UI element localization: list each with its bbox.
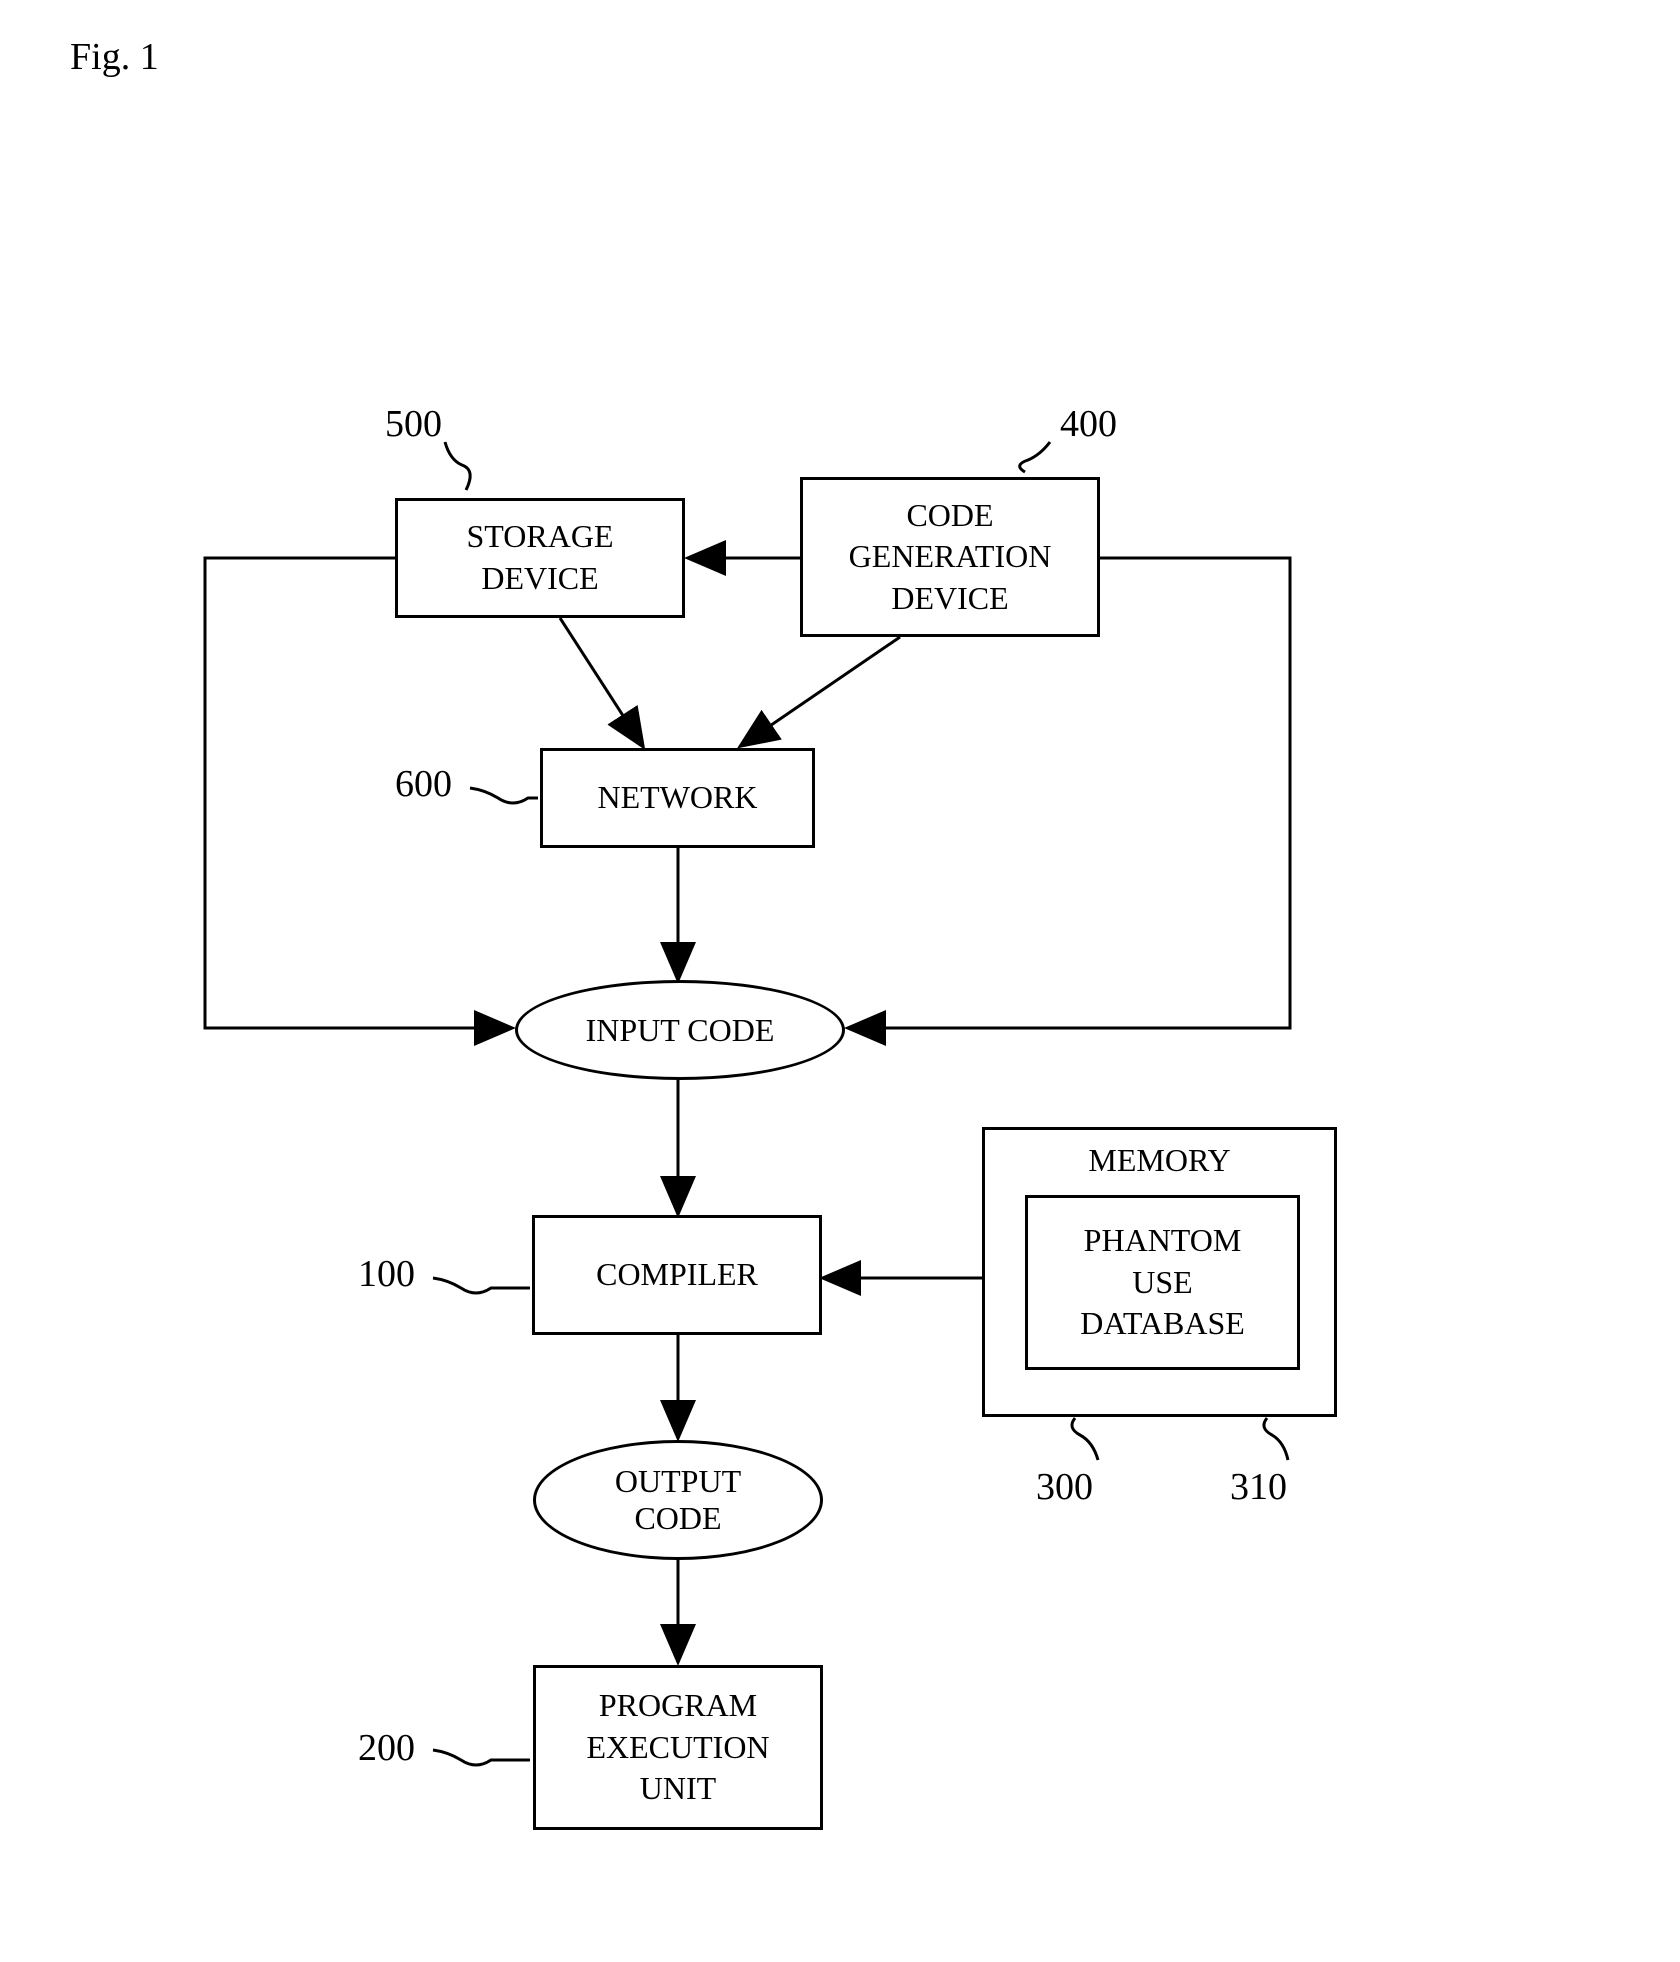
code-generation-device-box: CODE GENERATION DEVICE [800,477,1100,637]
output-code-ellipse: OUTPUT CODE [533,1440,823,1560]
output-code-label: OUTPUT CODE [615,1463,741,1537]
storage-device-label: STORAGE DEVICE [467,516,614,599]
diagram-container: STORAGE DEVICE 500 CODE GENERATION DEVIC… [180,430,1530,1910]
code-generation-device-ref: 400 [1060,402,1117,446]
storage-device-box: STORAGE DEVICE [395,498,685,618]
compiler-box: COMPILER [532,1215,822,1335]
network-box: NETWORK [540,748,815,848]
code-generation-device-label: CODE GENERATION DEVICE [849,495,1052,620]
program-execution-unit-box: PROGRAM EXECUTION UNIT [533,1665,823,1830]
memory-label: MEMORY [1088,1140,1230,1182]
input-code-label: INPUT CODE [586,1012,775,1049]
compiler-ref: 100 [358,1252,415,1296]
compiler-label: COMPILER [596,1254,758,1296]
program-execution-unit-ref: 200 [358,1726,415,1770]
program-execution-unit-label: PROGRAM EXECUTION UNIT [586,1685,769,1810]
network-ref: 600 [395,762,452,806]
phantom-use-database-box: PHANTOM USE DATABASE [1025,1195,1300,1370]
figure-label: Fig. 1 [70,35,159,79]
input-code-ellipse: INPUT CODE [515,980,845,1080]
phantom-use-database-ref: 310 [1230,1465,1287,1509]
network-label: NETWORK [598,777,758,819]
memory-ref: 300 [1036,1465,1093,1509]
storage-device-ref: 500 [385,402,442,446]
phantom-use-database-label: PHANTOM USE DATABASE [1080,1220,1245,1345]
